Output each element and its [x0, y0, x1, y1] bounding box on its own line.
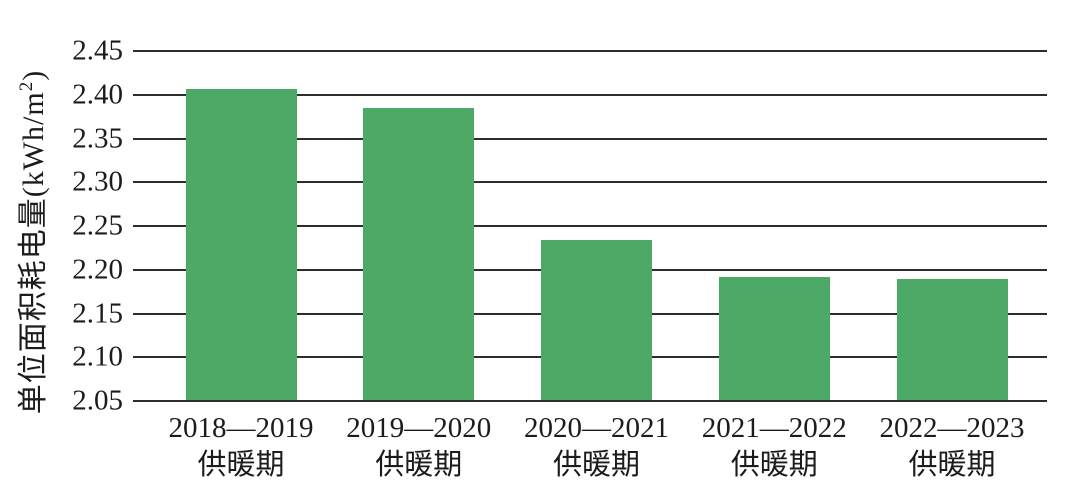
x-axis-tick-labels: 2018—2019 供暖期 2019—2020 供暖期 2020—2021 供暖期 2… [133, 410, 1047, 495]
gridline [133, 137, 1047, 140]
y-tick-label: 2.10 [72, 340, 123, 373]
y-tick-label: 2.25 [72, 209, 123, 242]
bar [185, 89, 297, 400]
y-axis-tick-labels: 2.05 2.10 2.15 2.20 2.25 2.30 2.35 2.40 2.45 [0, 36, 123, 415]
y-tick-label: 2.15 [72, 297, 123, 329]
x-tick-label: 2018—2019 供暖期 [168, 412, 314, 481]
bar [896, 279, 1008, 400]
y-tick-label: 2.20 [72, 253, 123, 286]
gridline [133, 93, 1047, 96]
y-tick-label: 2.35 [72, 122, 123, 154]
x-tick-label: 2022—2023 供暖期 [879, 412, 1025, 481]
y-tick-label: 2.40 [72, 78, 123, 111]
y-tick-label: 2.30 [72, 165, 123, 198]
y-tick-label: 2.45 [72, 34, 123, 67]
y-tick-label: 2.05 [72, 384, 123, 417]
gridline [133, 181, 1047, 184]
gridline [133, 400, 1047, 402]
gridline [133, 50, 1047, 52]
bar [541, 239, 652, 400]
gridline [133, 225, 1047, 227]
x-tick-label: 2021—2022 供暖期 [701, 412, 847, 481]
bar [363, 107, 475, 400]
x-tick-label: 2019—2020 供暖期 [346, 412, 492, 481]
plot-area [133, 50, 1047, 402]
bar [718, 276, 830, 400]
x-tick-label: 2020—2021 供暖期 [524, 412, 669, 481]
